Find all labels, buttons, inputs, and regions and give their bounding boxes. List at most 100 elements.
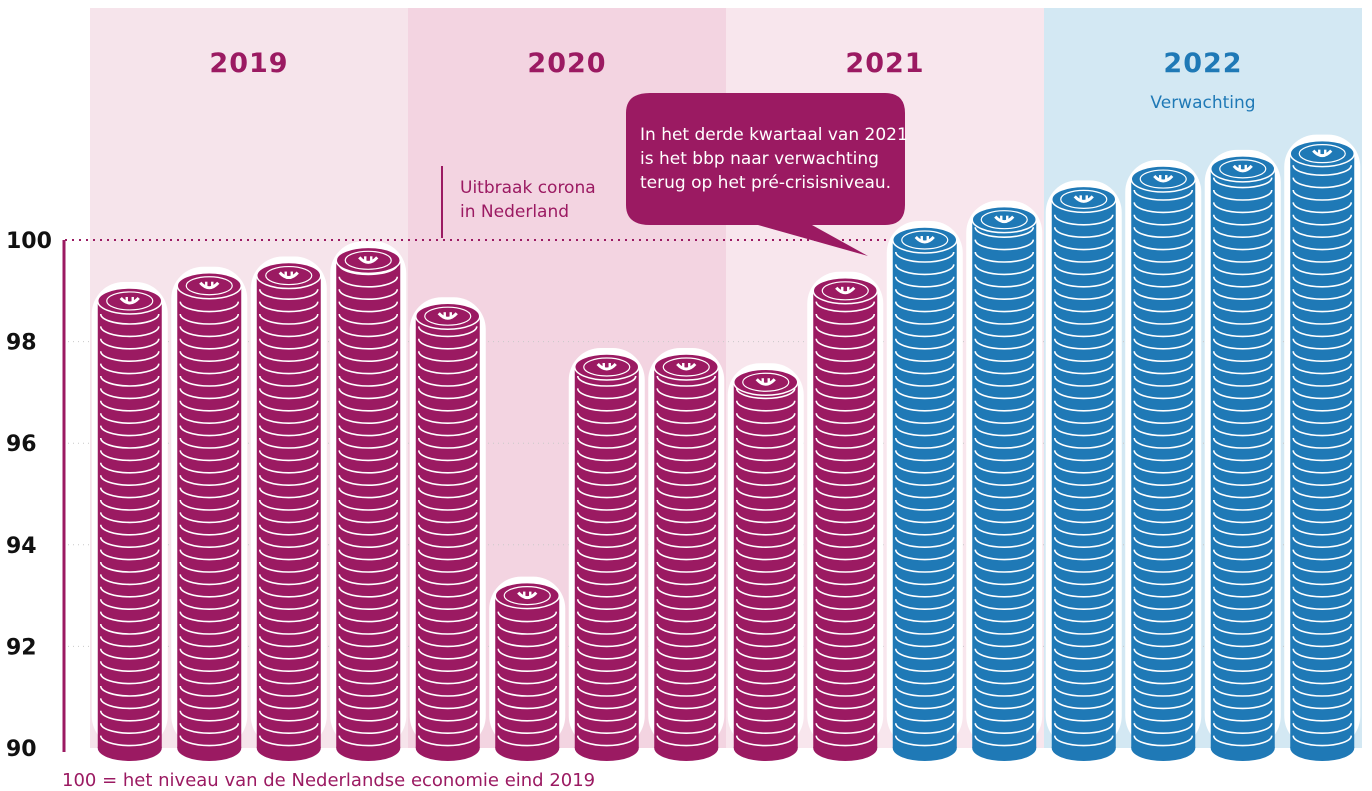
- coin-edge: [417, 673, 478, 685]
- coin-edge: [99, 561, 160, 573]
- coin-edge: [576, 599, 637, 610]
- coin-edge: [974, 363, 1035, 375]
- coin-edges: [417, 326, 478, 747]
- coin-edge: [179, 710, 240, 722]
- coin-edge: [338, 413, 399, 424]
- coin-edge: [894, 623, 955, 635]
- coin-top-ring: [1139, 169, 1187, 189]
- coin-edge: [1133, 661, 1194, 672]
- coin-stack-bottom: [97, 735, 162, 761]
- coin-edges: [974, 227, 1035, 747]
- coin-edge: [1212, 673, 1273, 685]
- coin-edge: [894, 462, 955, 474]
- coin-edge: [338, 388, 399, 400]
- corona-annotation: in Nederland: [460, 202, 569, 222]
- coin-edge: [338, 673, 399, 685]
- coin-edge: [417, 661, 478, 672]
- coin-edge: [417, 437, 478, 449]
- coin-edge: [815, 623, 876, 635]
- coin-edge: [815, 561, 876, 573]
- coin-edge: [338, 524, 399, 536]
- coin-edges: [735, 388, 796, 747]
- coin-edge: [974, 723, 1035, 734]
- coin-top-ring: [742, 372, 790, 392]
- coin-edge: [735, 685, 796, 697]
- coin-top-ring: [1298, 144, 1346, 164]
- coin-edge: [974, 537, 1035, 548]
- coin-edge: [656, 375, 717, 387]
- coin-edge: [815, 425, 876, 437]
- coin-edge: [894, 400, 955, 412]
- coin-edge: [258, 313, 319, 325]
- coin-edge: [1133, 462, 1194, 474]
- coin-edge: [338, 326, 399, 338]
- coin-edge: [1133, 326, 1194, 338]
- coin-edge: [815, 375, 876, 387]
- coin-edge: [258, 400, 319, 412]
- coin-edge: [417, 363, 478, 375]
- coin-edge: [576, 450, 637, 462]
- coin-edge: [1212, 177, 1273, 189]
- coin-edges: [815, 301, 876, 747]
- coin-edge: [338, 648, 399, 660]
- coin-edge: [735, 462, 796, 474]
- coin-edge: [99, 574, 160, 586]
- coin-edge: [1292, 735, 1353, 747]
- coin-edge: [815, 586, 876, 598]
- coin-edge: [258, 561, 319, 573]
- coin-edge: [497, 685, 558, 697]
- coin-edge: [656, 549, 717, 561]
- coin-edge: [338, 735, 399, 747]
- coin-edge: [735, 735, 796, 747]
- coin-top-ring: [980, 210, 1028, 230]
- coin-edge: [815, 363, 876, 375]
- coin-top-ring: [344, 250, 392, 270]
- coin-stack: [171, 266, 248, 761]
- coin-stack-body: [1210, 168, 1275, 748]
- coin-edge: [576, 425, 637, 437]
- coin-edge: [974, 338, 1035, 350]
- coin-edge: [1212, 599, 1273, 610]
- euro-icon: [676, 362, 697, 371]
- coin-edge: [1212, 561, 1273, 573]
- coin-edge: [1053, 400, 1114, 412]
- coin-edge: [815, 326, 876, 338]
- coin-edge: [417, 512, 478, 524]
- coin-stack-body: [574, 367, 639, 748]
- coin-edge: [99, 524, 160, 536]
- coin-edge: [576, 499, 637, 511]
- coin-edge: [974, 326, 1035, 338]
- coin-edge: [1292, 189, 1353, 201]
- coin-edge: [656, 623, 717, 635]
- coin-edges: [656, 375, 717, 747]
- coin-edge: [417, 475, 478, 486]
- coin-edge: [338, 723, 399, 734]
- coin-edge: [1292, 512, 1353, 524]
- coin-edge: [99, 586, 160, 598]
- coin-edge: [1212, 537, 1273, 548]
- coin-edge: [1212, 313, 1273, 325]
- coin-edge: [1053, 437, 1114, 449]
- coin-edge: [576, 537, 637, 548]
- coin-edge: [735, 561, 796, 573]
- coin-stack-bottom: [1131, 735, 1196, 761]
- y-tick-label: 92: [6, 635, 37, 660]
- coin-stack: [330, 241, 407, 761]
- coin-edge: [815, 499, 876, 511]
- coin-edge: [1133, 549, 1194, 561]
- coin-edge: [1053, 351, 1114, 362]
- coin-edge: [894, 611, 955, 623]
- coin-edge: [974, 227, 1035, 238]
- y-axis: 90 92 94 96 98 100: [6, 229, 66, 762]
- coin-edge: [179, 487, 240, 499]
- coin-edge: [179, 313, 240, 325]
- euro-icon: [914, 235, 935, 244]
- coin-edge: [179, 685, 240, 697]
- coin-stack-bottom: [1051, 735, 1116, 761]
- coin-edge: [1212, 450, 1273, 462]
- coin-edge: [497, 623, 558, 635]
- coin-edge: [258, 301, 319, 313]
- coin-edge: [815, 450, 876, 462]
- coin-edge: [974, 561, 1035, 573]
- coin-edges: [99, 313, 160, 747]
